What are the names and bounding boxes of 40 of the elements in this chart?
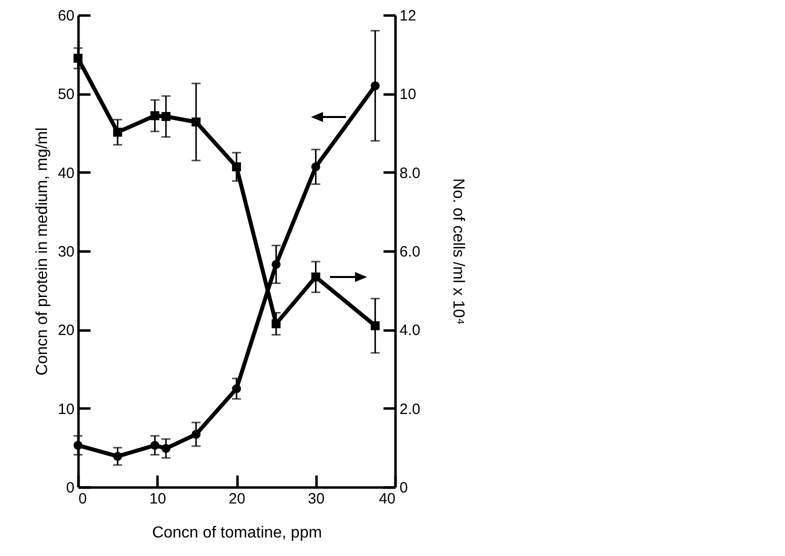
- y-axis-title: Concn of protein in medium, mg/ml: [34, 127, 51, 376]
- point: [150, 111, 160, 120]
- point: [272, 260, 281, 269]
- y-tick-label: 60: [58, 8, 74, 24]
- point: [232, 384, 241, 394]
- point: [370, 81, 380, 90]
- y2-tick-label: 12: [400, 8, 416, 24]
- point: [113, 128, 122, 137]
- point: [161, 444, 170, 453]
- point: [113, 452, 122, 461]
- y-tick-label: 10: [58, 400, 74, 418]
- y2-tick-label: 0: [400, 480, 408, 496]
- y2-tick-label: 6.0: [400, 244, 420, 260]
- y-tick-label: 20: [58, 322, 74, 340]
- point: [161, 112, 170, 121]
- point: [150, 440, 160, 450]
- y2-axis-title: No. of cells /ml x 10⁴: [449, 178, 466, 325]
- x-tick-label: 10: [149, 490, 166, 508]
- x-tick-label: 30: [308, 490, 325, 508]
- point: [272, 319, 281, 328]
- point: [74, 54, 82, 63]
- x-axis-title: Concn of tomatine, ppm: [152, 524, 322, 542]
- point: [232, 162, 241, 172]
- y2-tick-label: 8.0: [400, 164, 420, 182]
- y2-tick-label: 4.0: [400, 322, 420, 340]
- y-tick-label: 40: [58, 164, 74, 182]
- point: [311, 272, 320, 282]
- y-tick-label: 30: [58, 244, 74, 260]
- point: [192, 118, 201, 126]
- point: [311, 162, 320, 172]
- y2-tick-label: 10: [400, 86, 416, 104]
- x-tick-label: 20: [228, 490, 246, 508]
- x-tick-label: 0: [78, 490, 87, 508]
- point: [192, 430, 201, 439]
- y-tick-label: 0: [66, 480, 74, 496]
- point: [74, 440, 82, 450]
- x-tick-label: 40: [378, 490, 396, 508]
- point: [370, 321, 380, 330]
- y-tick-label: 50: [58, 86, 74, 104]
- y2-tick-label: 2.0: [400, 400, 420, 418]
